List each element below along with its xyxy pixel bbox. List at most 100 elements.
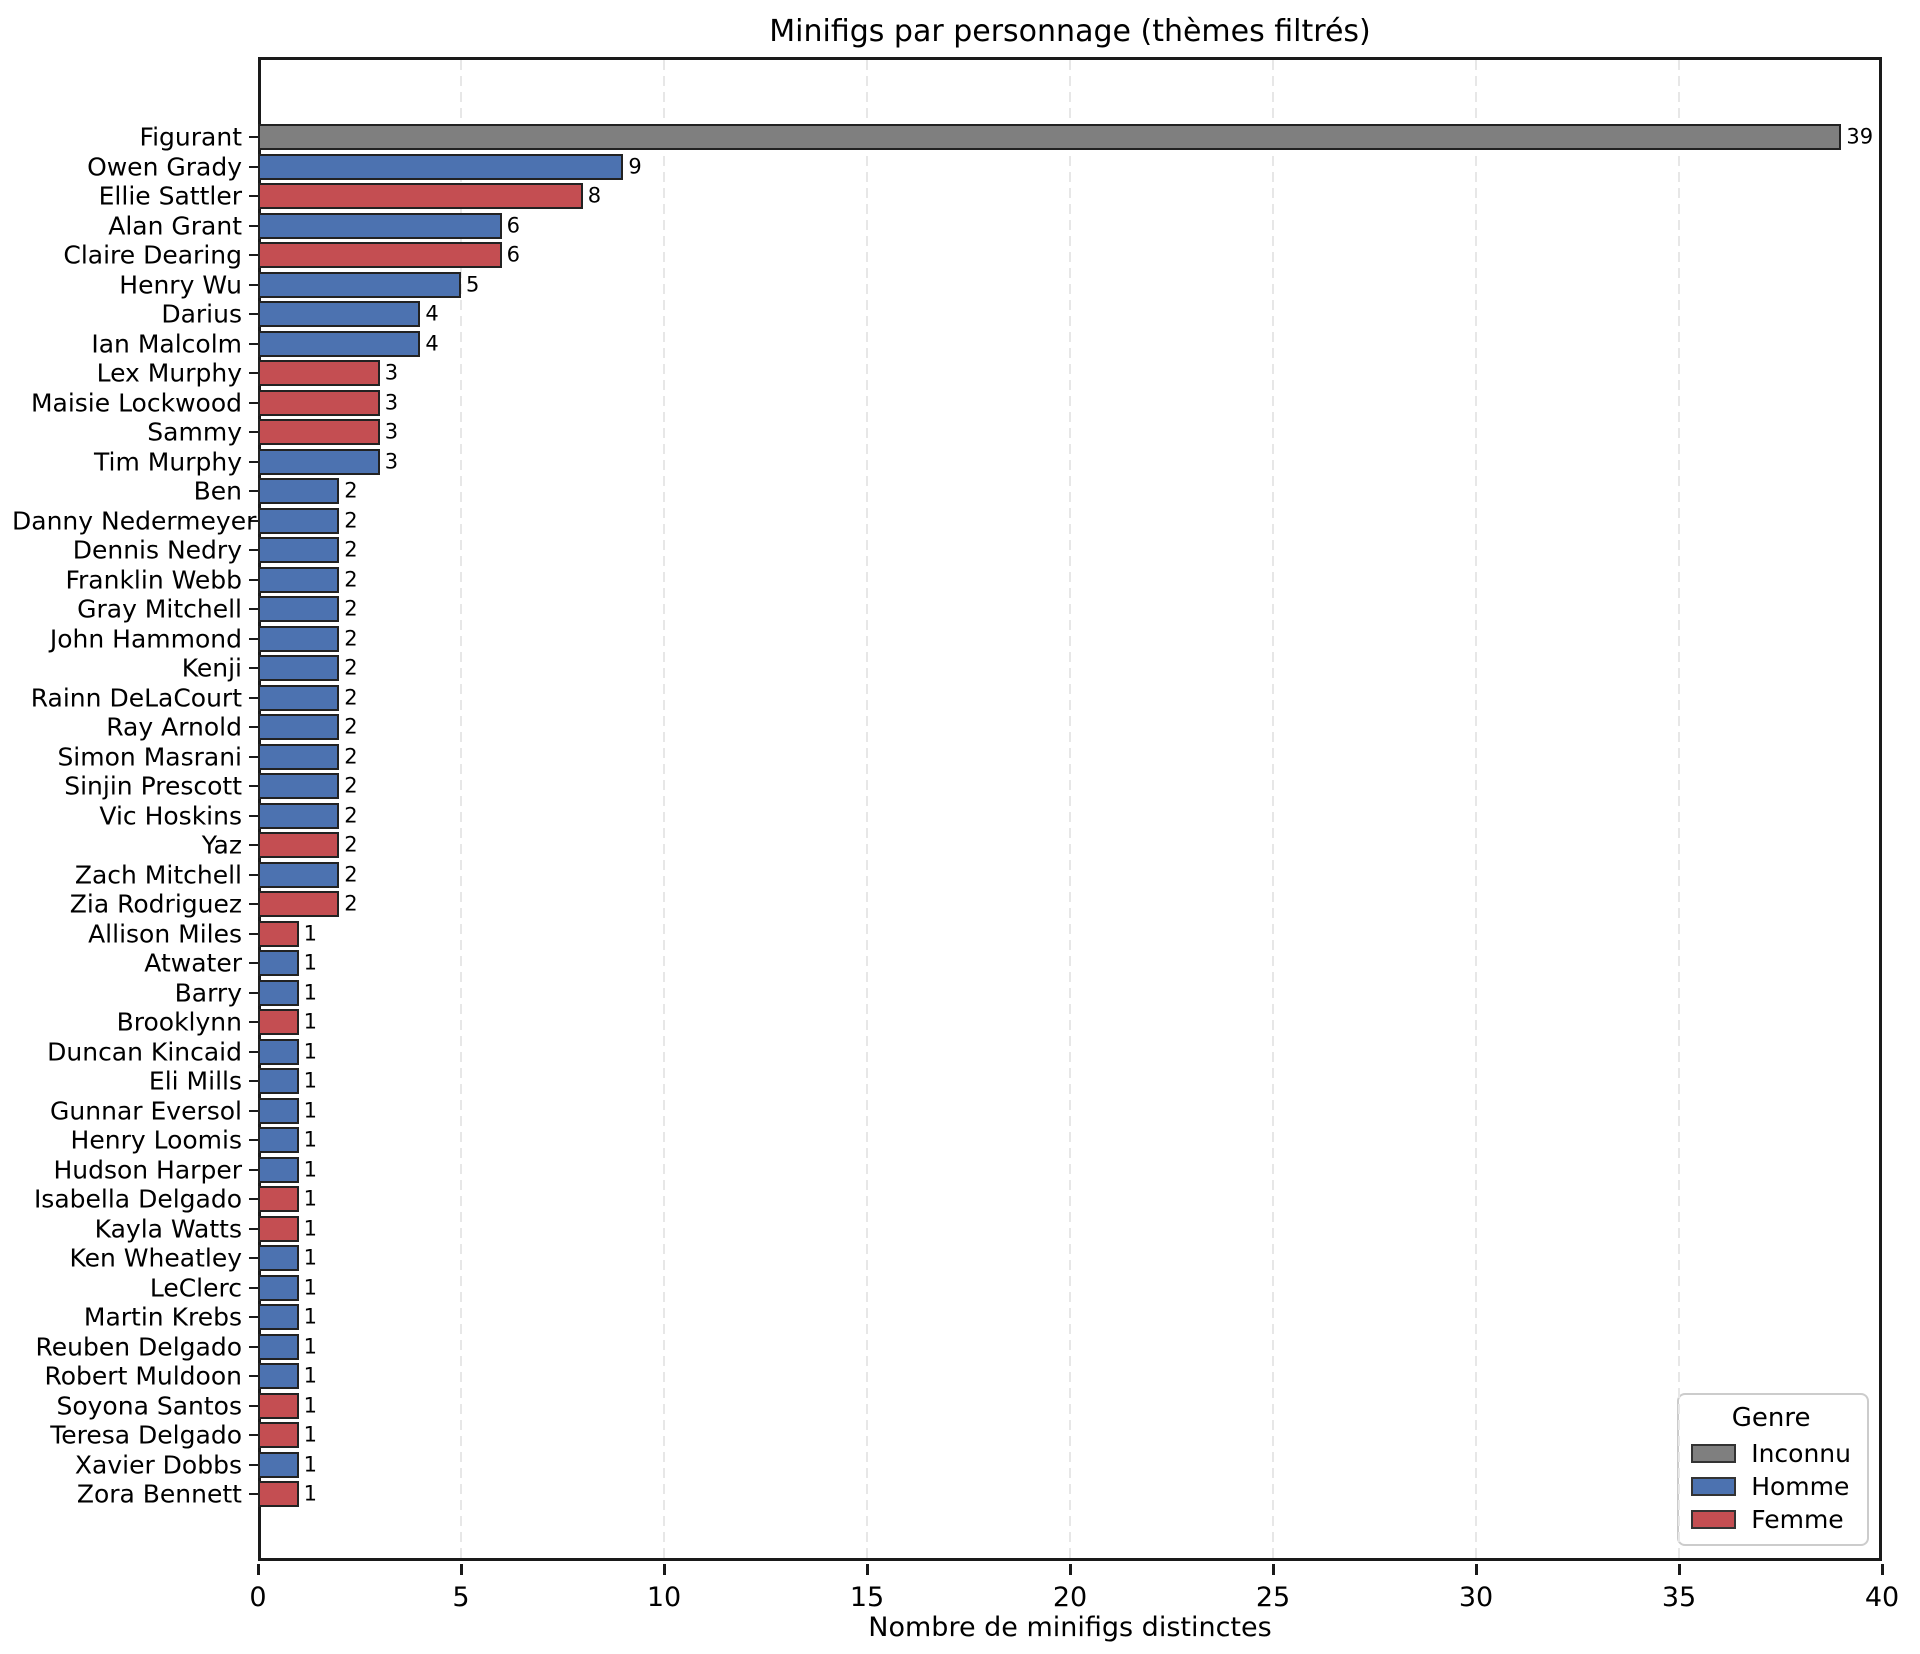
- y-tick: [249, 549, 258, 551]
- y-tick: [249, 696, 258, 699]
- y-tick-label: Simon Masrani: [57, 742, 242, 771]
- value-label: 4: [425, 301, 439, 326]
- bar: [258, 1451, 299, 1478]
- bar: [258, 773, 340, 799]
- legend-label: Homme: [1751, 1472, 1850, 1501]
- y-tick: [249, 1434, 258, 1436]
- y-tick: [249, 726, 258, 728]
- value-label: 9: [628, 154, 642, 178]
- y-tick-label: Danny Nedermeyer: [12, 506, 257, 535]
- y-tick-label: Maisie Lockwood: [30, 388, 242, 417]
- y-tick-label: Darius: [161, 299, 242, 329]
- y-tick: [249, 1080, 258, 1082]
- bar: [258, 124, 1842, 150]
- bar: [258, 1333, 299, 1360]
- bar: [258, 507, 340, 534]
- y-tick: [249, 1021, 258, 1023]
- y-tick-label: Zora Bennett: [76, 1479, 242, 1509]
- bar: [258, 301, 421, 327]
- y-tick-label: Alan Grant: [108, 211, 242, 240]
- bar: [258, 1038, 299, 1065]
- y-tick: [249, 637, 258, 640]
- y-tick-label: Figurant: [139, 122, 242, 152]
- y-tick: [249, 460, 258, 463]
- plot-area: Genre Inconnu Homme Femme 39 Figurant 9 Owe…: [12, 57, 1899, 1611]
- bar: [258, 271, 461, 298]
- y-tick-label: Soyona Santos: [56, 1391, 242, 1420]
- y-tick: [249, 608, 258, 610]
- bar: [258, 1156, 299, 1183]
- value-label: 3: [384, 449, 399, 473]
- legend-swatch-inconnu: [1691, 1444, 1737, 1463]
- bar: [258, 1422, 299, 1448]
- value-label: 2: [344, 803, 358, 827]
- x-tick: [663, 1564, 666, 1575]
- x-tick: [866, 1564, 869, 1575]
- value-label: 1: [303, 1422, 317, 1447]
- bar: [258, 743, 340, 770]
- y-tick: [249, 1257, 258, 1259]
- y-tick: [249, 283, 258, 286]
- x-tick-label: 0: [249, 1582, 267, 1613]
- y-tick: [249, 785, 258, 787]
- y-tick: [249, 431, 258, 433]
- bar: [258, 153, 624, 180]
- bar: [258, 1215, 299, 1242]
- bar: [258, 596, 340, 622]
- y-tick-label: Zia Rodriguez: [69, 889, 242, 919]
- value-label: 1: [303, 1098, 317, 1122]
- y-tick-label: Gunnar Eversol: [50, 1096, 242, 1125]
- bar: [258, 242, 502, 268]
- value-label: 1: [303, 1452, 317, 1476]
- bar: [258, 625, 340, 652]
- y-tick: [249, 1198, 258, 1200]
- bar: [258, 330, 421, 357]
- bar: [258, 448, 380, 475]
- value-label: 1: [303, 1068, 317, 1093]
- legend-title: Genre: [1731, 1403, 1811, 1433]
- value-label: 8: [587, 183, 602, 208]
- y-tick-label: Sammy: [147, 417, 242, 447]
- y-tick-label: Gray Mitchell: [77, 594, 242, 624]
- x-tick-label: 30: [1458, 1582, 1494, 1613]
- value-label: 1: [303, 1304, 317, 1329]
- y-tick: [249, 903, 258, 905]
- y-tick: [249, 490, 258, 492]
- y-tick: [249, 814, 258, 817]
- bar: [258, 891, 340, 917]
- y-tick: [249, 313, 258, 315]
- value-label: 6: [506, 242, 520, 267]
- value-label: 5: [466, 272, 480, 296]
- y-tick-label: Barry: [174, 978, 242, 1007]
- y-tick: [249, 1345, 258, 1348]
- bar: [258, 478, 340, 504]
- value-label: 2: [344, 508, 358, 532]
- x-tick: [1881, 1564, 1884, 1575]
- x-tick: [1272, 1564, 1275, 1575]
- x-tick-label: 5: [452, 1582, 470, 1613]
- y-tick-label: Ray Arnold: [106, 712, 242, 742]
- legend-label: Femme: [1751, 1505, 1844, 1534]
- y-tick-label: Allison Miles: [88, 919, 242, 948]
- value-label: 2: [344, 567, 358, 591]
- value-label: 2: [344, 655, 358, 680]
- bar: [258, 832, 340, 858]
- y-tick-label: Yaz: [201, 830, 242, 860]
- y-tick: [249, 873, 258, 876]
- bar: [258, 1009, 299, 1035]
- y-tick-label: Brooklynn: [116, 1007, 242, 1037]
- value-label: 2: [344, 685, 358, 709]
- value-label: 1: [303, 1009, 317, 1034]
- y-tick: [249, 991, 258, 994]
- bar: [258, 212, 502, 239]
- bar: [258, 389, 380, 416]
- y-tick: [249, 1139, 258, 1141]
- y-tick-label: LeClerc: [149, 1273, 242, 1302]
- value-label: 2: [344, 714, 358, 739]
- y-tick: [249, 1404, 258, 1407]
- bar: [258, 1127, 299, 1153]
- y-tick: [249, 1375, 258, 1377]
- y-tick-label: Owen Grady: [87, 152, 242, 181]
- y-tick-label: Xavier Dobbs: [74, 1450, 242, 1479]
- y-tick-label: Kenji: [181, 653, 242, 683]
